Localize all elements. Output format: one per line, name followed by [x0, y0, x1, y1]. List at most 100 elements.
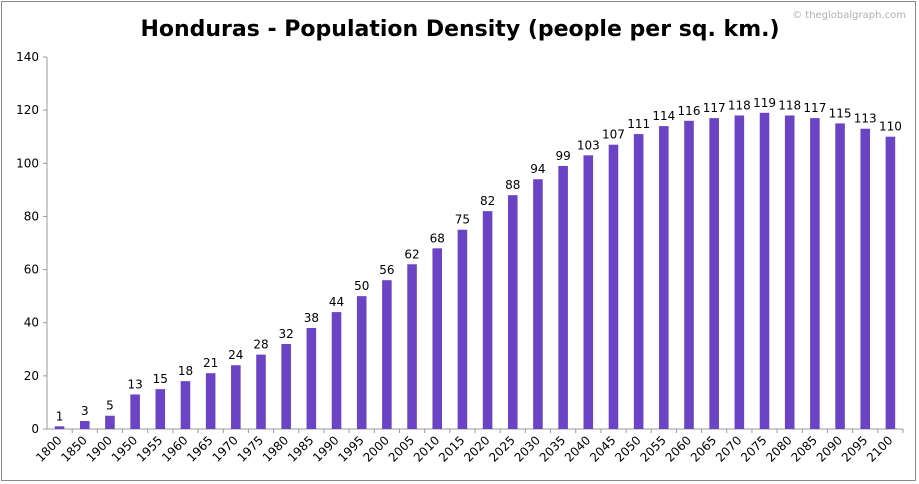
bar-value-label: 82 [480, 194, 495, 208]
x-tick-label: 2050 [612, 433, 643, 464]
watermark-text: © theglobalgraph.com [792, 10, 906, 21]
x-tick-label: 2090 [814, 433, 845, 464]
data-labels-group: 1 3 513 15182124283238445056626875828894991… [56, 96, 902, 424]
bar-value-label: 94 [530, 162, 545, 176]
bar-value-label: 118 [778, 98, 801, 112]
x-tick-label: 2085 [789, 433, 820, 464]
bar [633, 134, 644, 430]
x-tick-label: 2075 [738, 433, 769, 464]
bar-value-label: 15 [153, 372, 168, 386]
y-axis: 0 20 40 60 80 100 120 140 [16, 50, 48, 436]
bar [558, 165, 568, 429]
bar-value-label: 1 [56, 409, 64, 423]
bar [79, 421, 90, 429]
bar-value-label: 75 [455, 213, 470, 227]
x-tick-label: 2040 [562, 433, 593, 464]
x-tick-label: 2015 [436, 433, 467, 464]
y-tick-label: 60 [24, 263, 39, 277]
x-tick-label: 1800 [33, 433, 64, 464]
bar [130, 394, 140, 429]
bar-value-label: 115 [829, 106, 852, 120]
bar [482, 211, 493, 429]
x-tick-label: 1900 [84, 433, 115, 464]
bar [784, 115, 795, 429]
bar-value-label: 111 [627, 117, 650, 131]
bar-value-label: 3 [81, 404, 89, 418]
x-tick-label: 2080 [763, 433, 794, 464]
y-tick-label: 120 [16, 103, 39, 117]
bar [382, 280, 392, 429]
x-tick-label: 1995 [335, 433, 366, 464]
x-tick-label: 2060 [663, 433, 694, 464]
bar [281, 343, 291, 429]
bar-value-label: 103 [577, 138, 600, 152]
bar [54, 426, 65, 429]
bar [533, 179, 543, 429]
x-tick-label: 1965 [184, 433, 215, 464]
bar [734, 115, 745, 429]
bar [810, 118, 820, 429]
bar-value-label: 117 [803, 101, 826, 115]
bar-value-label: 99 [555, 149, 570, 163]
x-tick-label: 2025 [486, 433, 517, 464]
bar [608, 144, 619, 429]
bar [205, 373, 216, 429]
bar-value-label: 32 [279, 327, 294, 341]
bars-group [54, 112, 896, 430]
x-tick-label: 1955 [134, 433, 165, 464]
bar-value-label: 116 [678, 104, 701, 118]
bar-value-label: 107 [602, 128, 625, 142]
bar-value-label: 24 [228, 348, 243, 362]
bar-value-label: 28 [253, 338, 268, 352]
x-tick-label: 2055 [637, 433, 668, 464]
x-tick-label: 2035 [537, 433, 568, 464]
chart-title: Honduras - Population Density (people pe… [140, 17, 779, 42]
bar-value-label: 18 [178, 364, 193, 378]
bar-value-label: 21 [203, 356, 218, 370]
bar-value-label: 117 [703, 101, 726, 115]
bar [457, 229, 468, 429]
x-tick-label: 1980 [260, 433, 291, 464]
bar-value-label: 119 [753, 96, 776, 110]
bar [759, 112, 770, 430]
bar-value-label: 113 [854, 112, 877, 126]
x-tick-label: 2005 [386, 433, 417, 464]
bar [180, 381, 191, 429]
bar [407, 264, 417, 429]
bar [256, 354, 266, 429]
x-tick-label: 2065 [688, 433, 719, 464]
bar [306, 328, 317, 429]
x-tick-label: 2000 [361, 433, 392, 464]
bar-value-label: 5 [106, 399, 114, 413]
bar [155, 389, 166, 429]
bar-value-label: 110 [879, 120, 902, 134]
bar-value-label: 56 [379, 263, 394, 277]
bar-value-label: 38 [304, 311, 319, 325]
bar [885, 136, 896, 429]
bar [432, 248, 443, 429]
x-tick-label: 2020 [461, 433, 492, 464]
bar-value-label: 13 [127, 377, 142, 391]
x-tick-label: 1950 [109, 433, 140, 464]
x-tick-label: 2030 [512, 433, 543, 464]
y-tick-label: 140 [16, 50, 39, 64]
bar [709, 118, 719, 429]
x-tick-label: 1850 [58, 433, 89, 464]
bar-value-label: 118 [728, 98, 751, 112]
bar [331, 312, 342, 429]
bar-value-label: 62 [404, 247, 419, 261]
y-tick-label: 80 [24, 209, 39, 223]
bar-value-label: 44 [329, 295, 344, 309]
y-tick-label: 100 [16, 156, 39, 170]
y-tick-label: 20 [24, 369, 39, 383]
x-tick-label: 2070 [713, 433, 744, 464]
x-tick-label: 2095 [839, 433, 870, 464]
x-tick-label: 1970 [209, 433, 240, 464]
y-tick-label: 40 [24, 316, 39, 330]
x-tick-label: 1960 [159, 433, 190, 464]
bar [507, 195, 518, 429]
x-tick-label: 1975 [235, 433, 266, 464]
bar [231, 365, 241, 429]
